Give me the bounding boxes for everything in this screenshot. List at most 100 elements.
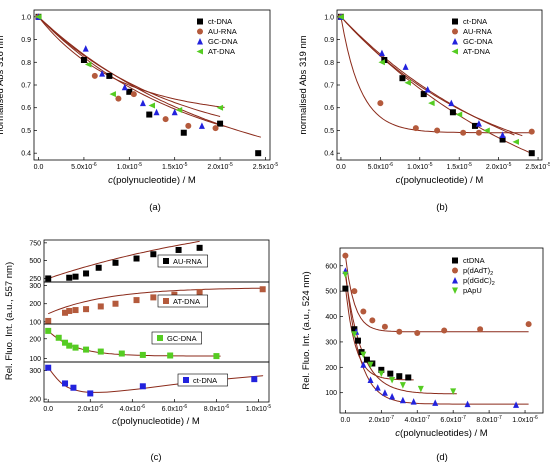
x-tick-label: 5.0x10-6 — [368, 162, 394, 171]
legend-entry: ctDNA — [463, 256, 485, 265]
data-point — [95, 264, 102, 271]
data-point — [66, 274, 73, 281]
y-tick-label: 0.4 — [21, 151, 31, 158]
y-tick-label: 0.5 — [324, 128, 334, 135]
data-point — [180, 129, 187, 136]
data-point — [212, 125, 219, 132]
panel-label: (a) — [149, 202, 161, 213]
subplot-au-rna: 250 500 750 AU-RNA — [29, 239, 270, 283]
panel-b: 0.4 0.5 0.6 0.7 0.8 0.9 1.0 0.0 5.0x10-6 1.0x10-5… — [298, 9, 550, 213]
x-tick-label: 2.0x10-7 — [369, 415, 395, 424]
data-point — [66, 342, 73, 349]
y-tick-label: 500 — [325, 289, 337, 296]
data-point — [162, 116, 169, 123]
data-point — [512, 138, 519, 145]
x-tick-label: 0.0 — [336, 164, 346, 171]
legend-entry: p(dAdT)2 — [463, 266, 493, 277]
legend-marker — [196, 48, 203, 55]
data-point — [153, 108, 160, 116]
data-point — [87, 390, 94, 397]
data-point — [460, 129, 467, 136]
x-tick-label: 2.0x10-6 — [78, 404, 104, 413]
data-point — [84, 61, 92, 68]
data-point — [378, 59, 385, 66]
y-tick-label: 0.9 — [324, 37, 334, 44]
legend-marker — [163, 298, 169, 304]
y-axis-label: normalised Abs 319 nm — [298, 35, 309, 134]
legend-marker — [452, 277, 458, 284]
data-point — [109, 91, 116, 98]
x-axis-label: c(polynucleotide) / M — [112, 416, 200, 427]
data-point — [471, 122, 478, 129]
y-tick-label: 0.9 — [21, 37, 31, 44]
data-point — [121, 83, 128, 91]
data-point — [412, 125, 419, 132]
x-tick-label: 2.0x10-5 — [486, 162, 512, 171]
data-point — [360, 351, 367, 359]
legend-entry: AU-RNA — [208, 27, 237, 36]
data-point — [342, 252, 349, 259]
data-point — [528, 150, 535, 157]
data-point — [216, 104, 224, 111]
panel-label: (d) — [436, 452, 448, 463]
x-axis-label: c(polynucleotide) / M — [108, 175, 196, 186]
legend-marker — [451, 48, 458, 55]
legend-entry: AT-DNA — [463, 47, 490, 56]
y-axis-label: Rel. Fluo. Int. (a.u., 524 nm) — [301, 271, 312, 389]
data-point — [185, 122, 192, 129]
data-point — [112, 300, 119, 307]
data-point — [196, 244, 203, 251]
legend-entry: GC-DNA — [167, 334, 197, 343]
x-tick-label: 1.5x10-5 — [446, 162, 472, 171]
data-point — [424, 86, 431, 93]
data-point — [83, 270, 90, 277]
legend-entry: GC-DNA — [463, 37, 493, 46]
x-tick-label: 8.0x10-7 — [476, 415, 502, 424]
data-point — [389, 377, 396, 384]
data-point — [369, 317, 376, 324]
data-point — [139, 99, 146, 107]
data-point — [35, 13, 42, 20]
fit-curve — [48, 287, 263, 315]
data-point — [417, 385, 424, 393]
y-tick-label: 300 — [29, 283, 41, 290]
y-tick-label: 0.7 — [21, 83, 31, 90]
data-point — [259, 286, 266, 293]
data-point — [198, 122, 205, 129]
y-tick-label: 0.8 — [324, 60, 334, 67]
data-point — [475, 120, 482, 127]
data-point — [377, 100, 384, 107]
data-point — [354, 337, 361, 344]
data-point — [477, 326, 484, 333]
data-point — [378, 366, 385, 373]
x-tick-label: 6.0x10-6 — [162, 404, 188, 413]
data-point — [499, 131, 506, 138]
legend-marker — [197, 38, 203, 45]
data-point — [70, 384, 77, 391]
y-tick-label: 750 — [29, 240, 41, 247]
subplot-at-dna: 100 200 300 AT-DNA — [29, 281, 270, 326]
legend-marker — [452, 18, 458, 25]
fit-curve — [38, 16, 221, 117]
x-tick-label: 8.0x10-6 — [204, 404, 230, 413]
data-point — [450, 388, 457, 395]
data-point — [196, 288, 203, 295]
legend-marker — [452, 287, 458, 294]
data-point — [167, 352, 174, 359]
data-point — [389, 393, 396, 400]
legend-box — [151, 331, 202, 345]
data-point — [217, 120, 224, 127]
data-point — [464, 400, 471, 408]
x-tick-label: 2.0x10-5 — [207, 162, 233, 171]
legend-box — [177, 373, 228, 387]
data-point — [62, 380, 69, 387]
data-point — [360, 361, 367, 368]
y-tick-label: 0.5 — [21, 128, 31, 135]
panel-c: 250 500 750 AU-RNA 100 200 300 AT-DNA 100 200 GC-D… — [4, 239, 271, 463]
fit-curve — [340, 16, 535, 134]
x-tick-label: 0.0 — [341, 417, 351, 424]
y-tick-label: 0.8 — [21, 60, 31, 67]
legend-entry: AT-DNA — [208, 47, 235, 56]
y-tick-label: 0.4 — [324, 151, 334, 158]
data-point — [133, 255, 140, 262]
